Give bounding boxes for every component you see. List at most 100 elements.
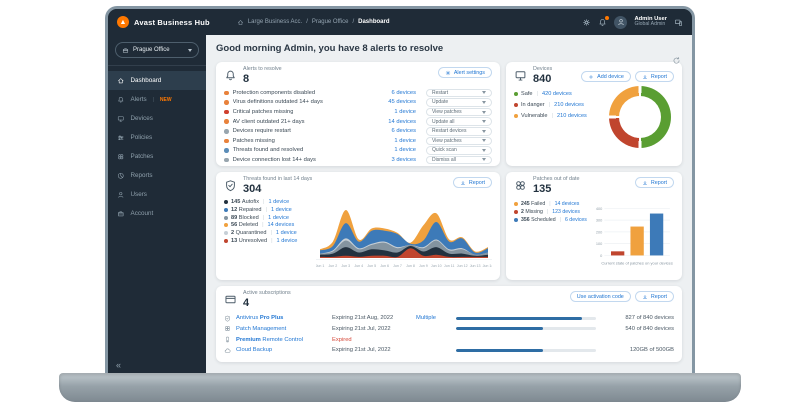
- alert-device-count-link[interactable]: 1 device: [394, 147, 416, 154]
- alert-action-dropdown[interactable]: View patches: [426, 136, 492, 146]
- alert-row: Virus definitions outdated 14+ days 45 de…: [224, 98, 492, 108]
- devices-report-button[interactable]: Report: [634, 71, 674, 83]
- subscriptions-card: Active subscriptions 4 Use activation co…: [216, 286, 682, 362]
- bar-failed: [630, 226, 644, 256]
- breadcrumb-office[interactable]: Prague Office: [311, 19, 349, 25]
- svg-text:0: 0: [600, 253, 602, 258]
- laptop-screen: ▲ Avast Business Hub Large Business Acc.…: [105, 6, 695, 373]
- alerts-bell-icon: [224, 69, 237, 82]
- legend-label: 56 Deleted: [231, 222, 259, 229]
- legend-device-link[interactable]: 6 devices: [564, 216, 587, 223]
- chevron-down-icon: [482, 100, 486, 104]
- svg-text:Jun 2: Jun 2: [329, 264, 338, 268]
- alert-action-dropdown[interactable]: Quick scan: [426, 146, 492, 155]
- devices-legend: Safe | 420 devices In danger | 210 devices Vul…: [514, 86, 587, 119]
- office-selector[interactable]: Prague Office: [115, 42, 199, 58]
- legend-device-link[interactable]: 210 devices: [557, 112, 587, 119]
- legend-dot: [514, 102, 518, 107]
- subscription-name-link[interactable]: Premium Remote Control: [236, 336, 304, 343]
- alert-device-count-link[interactable]: 3 devices: [391, 156, 417, 163]
- subscription-name-link[interactable]: Antivirus Pro Plus: [236, 315, 284, 322]
- user-menu[interactable]: Admin User Global Admin: [634, 16, 667, 29]
- alert-device-count-link[interactable]: 14 devices: [388, 118, 416, 125]
- alert-row: Devices require restart 6 devices Restart …: [224, 126, 492, 136]
- legend-device-link[interactable]: 14 devices: [267, 222, 295, 229]
- alert-action-dropdown[interactable]: Restart devices: [426, 126, 492, 136]
- sidebar-item-dashboard[interactable]: Dashboard: [108, 71, 206, 90]
- chevron-down-icon: [482, 129, 486, 133]
- sidebar-item-alerts[interactable]: Alerts | NEW: [108, 90, 206, 109]
- alert-text: Virus definitions outdated 14+ days: [232, 99, 323, 106]
- legend-dot: [224, 207, 228, 212]
- breadcrumb-account[interactable]: Large Business Acc.: [247, 19, 303, 25]
- sidebar-item-users[interactable]: Users: [108, 185, 206, 204]
- legend-label: 2 Missing: [521, 208, 543, 215]
- cloud-icon: [224, 347, 231, 354]
- collapse-sidebar-icon[interactable]: «: [116, 360, 122, 370]
- alert-action-dropdown[interactable]: Update all: [426, 117, 492, 126]
- workstation-icon[interactable]: [674, 18, 683, 27]
- subscription-extra-link[interactable]: Multiple: [416, 315, 436, 322]
- alert-device-count-link[interactable]: 1 device: [394, 137, 416, 144]
- legend-label: 2 Quarantined: [231, 230, 267, 237]
- legend-device-link[interactable]: 123 devices: [552, 208, 580, 215]
- subscription-name-link[interactable]: Cloud Backup: [236, 347, 273, 354]
- legend-dot: [514, 91, 518, 96]
- legend-device-link[interactable]: 1 device: [268, 198, 290, 205]
- alert-device-count-link[interactable]: 6 devices: [391, 89, 417, 96]
- threats-legend-row: 13 Unresolved | 1 device: [224, 237, 316, 245]
- subscriptions-report-button[interactable]: Report: [634, 291, 674, 302]
- alert-row: Critical patches missing 1 device View pat…: [224, 107, 492, 117]
- alert-action-dropdown[interactable]: Update: [426, 98, 492, 107]
- legend-device-link[interactable]: 1 device: [268, 214, 289, 221]
- alert-severity-icon: [224, 128, 229, 134]
- home-icon[interactable]: [237, 19, 244, 26]
- subscription-usage: 120GB of 500GB: [629, 347, 674, 354]
- threats-report-button[interactable]: Report: [452, 177, 492, 188]
- notification-dot: [605, 15, 610, 20]
- add-device-button[interactable]: Add device: [581, 71, 631, 83]
- legend-device-link[interactable]: 14 devices: [554, 200, 580, 207]
- sidebar-item-reports[interactable]: Reports: [108, 166, 206, 185]
- subscription-name-link[interactable]: Patch Management: [236, 325, 287, 332]
- alert-action-dropdown[interactable]: Restart: [426, 88, 492, 98]
- threats-area-chart: Jun 1 Jun 2 Jun 3 Jun 4 Jun 5 Jun 6 Jun 7 Jun 8…: [316, 198, 492, 274]
- subscription-expiry: Expiring 21st Jul, 2022: [332, 325, 391, 332]
- topbar-actions: Admin User Global Admin: [582, 15, 683, 29]
- alert-severity-icon: [224, 148, 229, 153]
- sidebar-item-policies[interactable]: Policies: [108, 128, 206, 147]
- subscription-row: Cloud Backup Expiring 21st Jul, 2022 120GB…: [224, 345, 674, 356]
- subscription-progress-bar: [456, 316, 596, 320]
- home-icon: [117, 77, 125, 85]
- download-icon: [642, 294, 648, 300]
- alert-settings-button[interactable]: Alert settings: [437, 67, 492, 78]
- subscriptions-count: 4: [243, 296, 250, 309]
- settings-gear-icon[interactable]: [582, 18, 591, 27]
- alert-row: AV client outdated 21+ days 14 devices Upd…: [224, 117, 492, 127]
- alert-action-dropdown[interactable]: View patches: [426, 107, 492, 117]
- legend-device-link[interactable]: 1 device: [275, 230, 297, 237]
- avatar[interactable]: [614, 15, 628, 29]
- alert-device-count-link[interactable]: 45 devices: [388, 99, 416, 106]
- patches-report-button[interactable]: Report: [634, 177, 674, 188]
- chevron-down-icon: [482, 110, 486, 114]
- notifications-bell-icon[interactable]: [598, 15, 610, 27]
- alert-device-count-link[interactable]: 1 device: [394, 109, 416, 116]
- legend-device-link[interactable]: 1 device: [276, 237, 298, 244]
- top-navigation-bar: ▲ Avast Business Hub Large Business Acc.…: [108, 9, 692, 35]
- sidebar-item-devices[interactable]: Devices: [108, 109, 206, 128]
- legend-device-link[interactable]: 210 devices: [554, 101, 584, 108]
- sidebar-item-account[interactable]: Account: [108, 204, 206, 223]
- office-icon: [122, 47, 129, 54]
- chevron-down-icon: [482, 120, 486, 124]
- sidebar-item-patches[interactable]: Patches: [108, 147, 206, 166]
- use-activation-code-button[interactable]: Use activation code: [569, 291, 631, 302]
- alert-device-count-link[interactable]: 6 devices: [391, 128, 417, 135]
- refresh-icon[interactable]: [672, 56, 681, 65]
- legend-device-link[interactable]: 420 devices: [541, 90, 572, 97]
- alert-action-dropdown[interactable]: Dismiss all: [426, 155, 492, 165]
- bar-chart-caption: Current state of patches on your devices: [601, 261, 673, 266]
- sidebar-nav: Dashboard Alerts | NEW Devices Policies Patche…: [108, 71, 206, 223]
- legend-device-link[interactable]: 1 device: [270, 206, 292, 213]
- alert-text: Patches missing: [232, 137, 275, 144]
